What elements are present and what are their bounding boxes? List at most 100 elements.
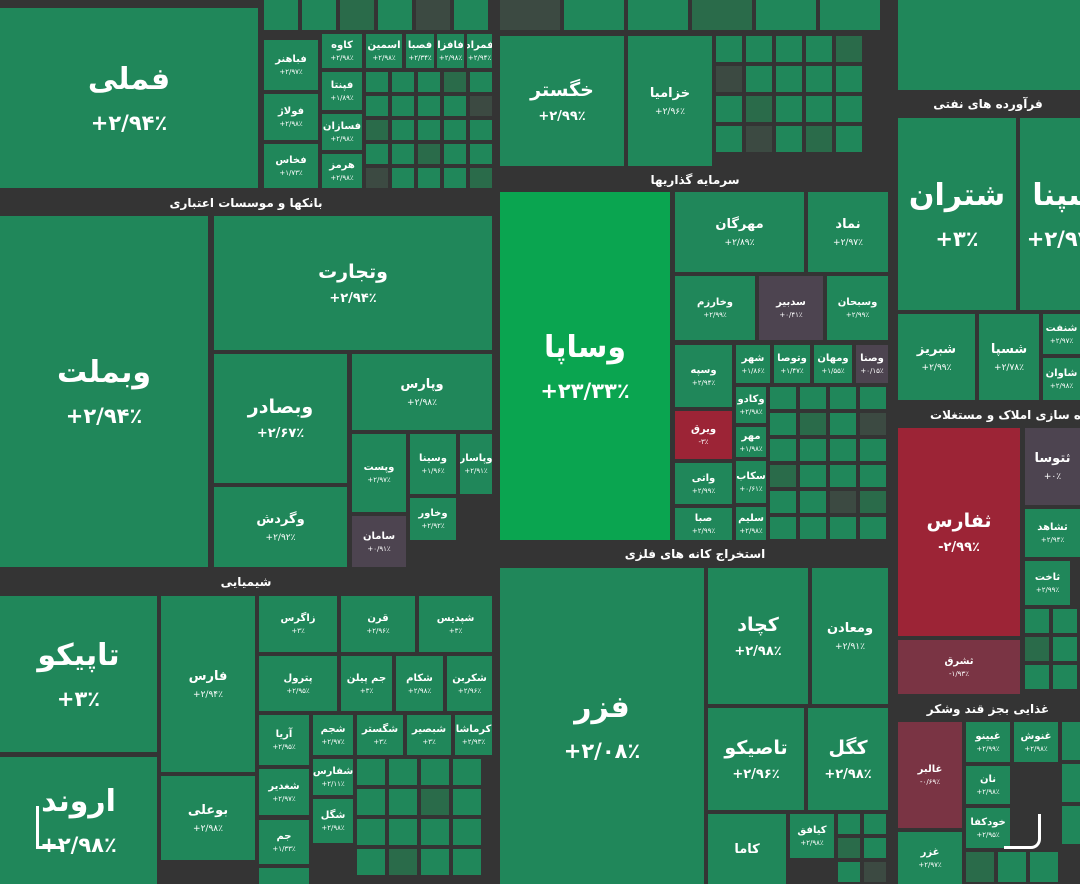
stock-tile: شهر +۱/۸۶٪ [736, 345, 770, 383]
stock-tile: پترول +۲/۹۵٪ [259, 656, 337, 711]
price-change: +۲۳/۳۳٪ [540, 378, 630, 403]
stock-symbol: فارس [188, 668, 228, 684]
stock-tile: فملی +۲/۹۴٪ [0, 8, 258, 188]
stock-symbol: سامان [362, 530, 396, 542]
small-tile [800, 387, 826, 409]
stock-symbol: غبینو [975, 731, 1001, 742]
stock-tile: خودکفا +۲/۹۵٪ [966, 808, 1010, 848]
small-tile [421, 819, 449, 845]
stock-symbol: تاصیکو [724, 736, 788, 759]
stock-symbol: کاما [734, 841, 760, 857]
small-tile [418, 144, 440, 164]
stock-tile: ثاخت +۲/۹۹٪ [1025, 561, 1070, 605]
price-change: +۲/۹۸٪ [734, 643, 782, 659]
sector-header: بانکها و موسسات اعتباری [0, 192, 492, 214]
small-tile [830, 517, 856, 539]
small-tile [416, 0, 450, 30]
price-change: +۲/۹۸٪ [321, 824, 345, 832]
price-change: +۲/۹۶٪ [457, 686, 482, 695]
price-change: +۲/۹۴٪ [90, 110, 168, 135]
stock-tile: فباهنر +۲/۹۷٪ [264, 40, 318, 90]
small-tile [470, 144, 492, 164]
stock-symbol: وخارزم [696, 297, 734, 308]
price-change: +۲/۹۹٪ [703, 311, 727, 319]
price-change: +۰/۱۵٪ [860, 367, 884, 375]
stock-tile: تاپیکو +۳٪ [0, 596, 157, 752]
small-tile [806, 96, 832, 122]
small-tile [392, 168, 414, 188]
stock-symbol: قرن [367, 613, 389, 624]
price-change: -۱/۹۳٪ [949, 670, 969, 678]
price-change: -۳٪ [698, 438, 709, 446]
small-tile [378, 0, 412, 30]
small-tile [836, 96, 862, 122]
stock-symbol: زاگرس [280, 613, 316, 624]
stock-symbol: شپنا [1032, 177, 1080, 213]
stock-tile: وتوصا +۱/۴۷٪ [774, 345, 810, 383]
stock-symbol: وپارس [400, 376, 444, 392]
price-change: +۲/۹۴٪ [193, 689, 223, 700]
stock-symbol: شتران [908, 177, 1006, 213]
stock-tile: وپاسار +۲/۹۱٪ [460, 434, 492, 494]
small-tile [830, 439, 856, 461]
small-tile [864, 838, 886, 858]
price-change: +۳٪ [935, 226, 979, 251]
small-tile [453, 819, 481, 845]
small-tile [357, 789, 385, 815]
small-tile [838, 838, 860, 858]
small-tile [392, 72, 414, 92]
small-tile [357, 849, 385, 875]
small-tile [302, 0, 336, 30]
price-change: +۲/۹۸٪ [40, 833, 117, 857]
price-change: +۲/۹۴٪ [467, 54, 492, 62]
small-tile [830, 413, 856, 435]
price-change: +۲/۹۴٪ [329, 290, 377, 306]
stock-tile: شگستر +۳٪ [357, 715, 403, 755]
small-tile [1053, 665, 1077, 689]
stock-symbol: اسمین [367, 40, 401, 51]
stock-tile: جم +۱/۳۳٪ [259, 820, 309, 864]
price-change: +۲/۹۶٪ [655, 106, 685, 117]
price-change: +۲/۹۹٪ [691, 486, 716, 495]
small-tile [366, 120, 388, 140]
small-tile [830, 491, 856, 513]
stock-tile: ثتوسا +۰٪ [1025, 428, 1080, 505]
price-change: +۲/۹۲٪ [265, 532, 296, 543]
price-change: +۲/۹۸٪ [407, 686, 432, 695]
small-tile [1062, 764, 1080, 802]
sector-header: استخراج کانه های فلزی [500, 543, 890, 565]
small-tile [264, 0, 298, 30]
stock-symbol: نماد [835, 216, 861, 232]
small-tile [770, 491, 796, 513]
price-change: +۱/۹۸٪ [739, 445, 763, 453]
stock-symbol: شهر [741, 353, 765, 364]
price-change: +۱/۸۶٪ [741, 367, 765, 375]
stock-symbol: کیافق [797, 825, 827, 836]
stock-tile: شکربن +۲/۹۶٪ [447, 656, 492, 711]
small-tile [820, 0, 880, 30]
sector-header: فرآورده های نفتی [896, 93, 1080, 115]
stock-tile: فافزا +۲/۹۸٪ [437, 34, 464, 68]
stock-tile: وپست +۲/۹۷٪ [352, 434, 406, 512]
stock-tile: سامان +۰/۹۱٪ [352, 516, 406, 567]
small-tile [836, 66, 862, 92]
stock-symbol: وکادو [737, 394, 765, 405]
small-tile [389, 789, 417, 815]
price-change: +۰٪ [1043, 472, 1062, 482]
small-tile [259, 868, 309, 884]
stock-tile: شبصیر +۳٪ [407, 715, 451, 755]
price-change: +۱/۴۷٪ [780, 367, 804, 375]
small-tile [716, 126, 742, 152]
stock-symbol: فولاژ [277, 106, 305, 117]
price-change: +۲/۹۵٪ [272, 743, 296, 751]
small-tile [389, 759, 417, 785]
stock-symbol: فافزا [437, 40, 464, 51]
stock-tile: فصبا +۲/۳۴٪ [406, 34, 434, 68]
stock-tile: سلیم +۲/۹۸٪ [736, 507, 766, 540]
small-tile [444, 72, 466, 92]
stock-symbol: مهرگان [715, 216, 764, 232]
stock-tile: وسبحان +۲/۹۹٪ [827, 276, 888, 340]
stock-tile: غالبر -۰/۶۹٪ [898, 722, 962, 828]
small-tile [1025, 637, 1049, 661]
small-tile [1062, 722, 1080, 760]
